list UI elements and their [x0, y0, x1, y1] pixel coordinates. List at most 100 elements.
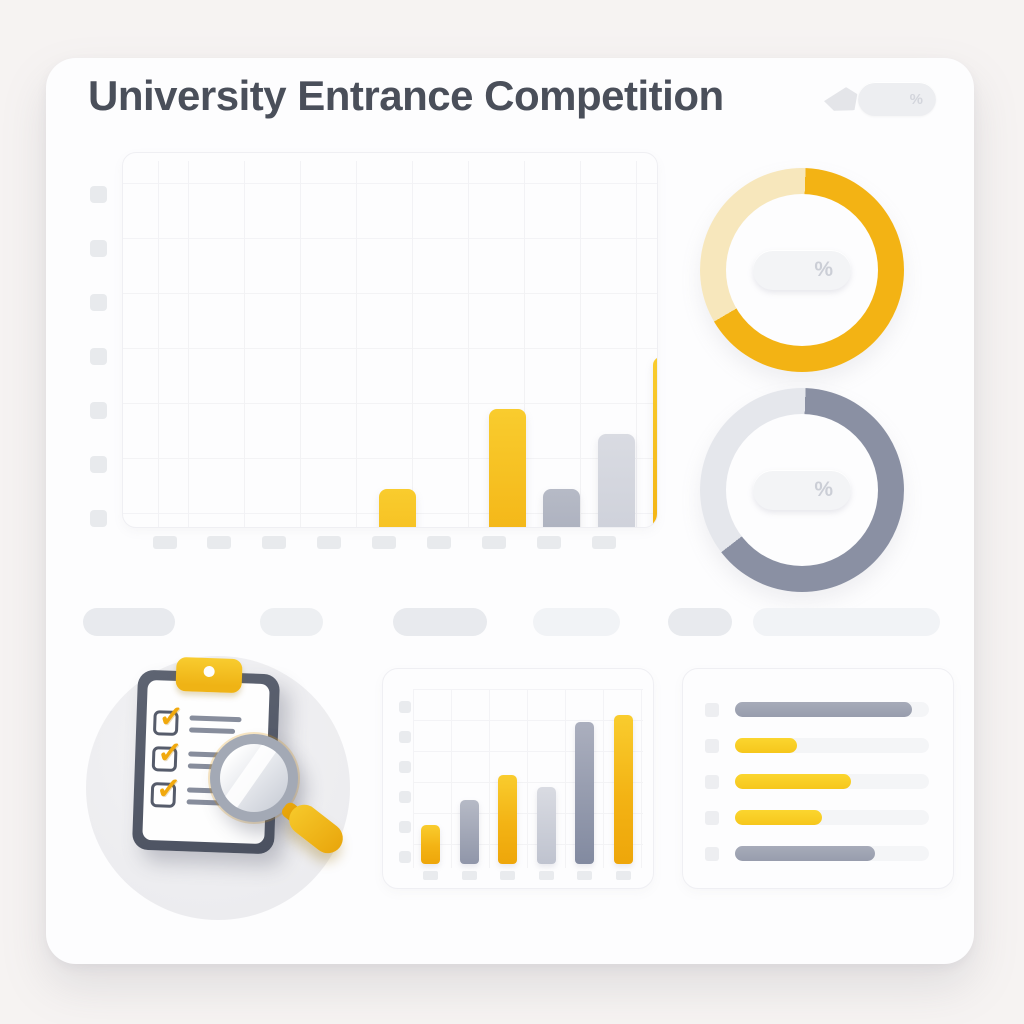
mini-chart-gridlines	[413, 689, 643, 868]
bar	[653, 357, 657, 527]
list-item	[705, 846, 929, 861]
ranking-list-card	[682, 668, 954, 889]
list-bullet	[705, 738, 719, 753]
percent-icon: %	[909, 90, 923, 108]
bar	[421, 825, 440, 864]
y-tick	[399, 761, 411, 773]
main-chart-x-axis-ticks	[146, 536, 622, 549]
y-tick	[399, 821, 411, 833]
checklist-item: ✓	[152, 700, 242, 738]
mini-chart-x-axis-ticks	[421, 871, 633, 880]
donut-center-pill: %	[753, 470, 851, 510]
x-tick	[577, 871, 593, 880]
mini-chart-y-axis-ticks	[399, 701, 411, 863]
x-tick	[423, 871, 438, 880]
percent-icon: %	[814, 478, 833, 501]
list-item	[705, 738, 929, 753]
list-bullet	[705, 810, 719, 825]
y-tick	[90, 510, 107, 527]
x-tick	[536, 536, 561, 549]
x-tick-cell	[475, 536, 512, 549]
text-line	[189, 715, 242, 723]
y-tick	[399, 851, 411, 863]
x-tick-cell	[614, 871, 633, 880]
donut-hole: %	[726, 414, 878, 566]
list-bullet	[705, 702, 719, 717]
bar	[378, 489, 416, 527]
list-bar	[735, 810, 823, 825]
list-item	[705, 702, 929, 717]
placeholder-pill	[753, 608, 940, 636]
y-tick	[90, 348, 107, 365]
list-bar	[735, 774, 852, 789]
x-tick	[500, 871, 516, 880]
list-bar-track	[735, 810, 929, 825]
mini-bar-chart-card	[382, 668, 654, 889]
x-tick-cell	[201, 536, 238, 549]
x-tick	[615, 871, 631, 880]
main-chart-y-axis-ticks	[90, 186, 107, 527]
y-tick	[399, 731, 411, 743]
list-bar	[735, 738, 798, 753]
list-bar	[735, 846, 875, 861]
list-bullet	[705, 846, 719, 861]
checkmark-icon: ✓	[156, 736, 183, 771]
list-bar-track	[735, 846, 929, 861]
x-tick	[372, 536, 396, 549]
y-tick	[399, 791, 411, 803]
checkbox-icon: ✓	[150, 772, 182, 808]
y-tick	[90, 186, 107, 203]
checkmark-icon: ✓	[157, 700, 185, 735]
mini-bar-group	[421, 709, 633, 864]
x-tick	[262, 536, 287, 549]
checkbox-icon: ✓	[152, 700, 184, 737]
bar	[575, 722, 595, 864]
x-tick-cell	[366, 536, 403, 549]
bar	[598, 434, 636, 527]
x-tick	[426, 536, 451, 549]
header-action-button[interactable]: %	[858, 82, 936, 116]
bar	[459, 800, 479, 864]
list-bar-track	[735, 738, 929, 753]
donut-gauge-yellow: %	[700, 168, 904, 372]
checklist-illustration-circle: ✓ ✓ ✓	[86, 656, 350, 920]
donut-gauge-gray: %	[700, 388, 904, 592]
placeholder-pill	[533, 608, 620, 636]
x-tick-cell	[585, 536, 622, 549]
checkmark-icon: ✓	[155, 772, 182, 807]
glass-shine	[220, 744, 279, 812]
donut-hole: %	[726, 194, 878, 346]
y-tick	[90, 456, 107, 473]
y-tick	[90, 402, 107, 419]
x-tick	[317, 536, 342, 549]
percent-icon: %	[814, 258, 833, 281]
x-tick-cell	[537, 871, 556, 880]
x-tick	[207, 536, 232, 549]
placeholder-pill	[260, 608, 323, 636]
x-tick	[461, 871, 477, 880]
magnifier-glass	[220, 744, 288, 812]
x-tick-cell	[530, 536, 567, 549]
list-bar-track	[735, 702, 929, 717]
x-tick-cell	[146, 536, 183, 549]
x-tick-cell	[420, 536, 457, 549]
list-bar	[735, 702, 912, 717]
clipboard-clip	[175, 656, 243, 694]
x-tick-cell	[460, 871, 479, 880]
bar	[536, 787, 556, 864]
x-tick-cell	[498, 871, 517, 880]
x-tick	[152, 536, 177, 549]
bar	[543, 489, 581, 527]
x-tick	[591, 536, 616, 549]
y-tick	[399, 701, 411, 713]
chart-gridlines	[123, 161, 657, 527]
x-tick-cell	[575, 871, 594, 880]
x-tick	[538, 871, 554, 880]
list-bar-track	[735, 774, 929, 789]
list-bullet	[705, 774, 719, 789]
placeholder-pill	[393, 608, 487, 636]
placeholder-pill	[668, 608, 732, 636]
list-item	[705, 774, 929, 789]
y-tick	[90, 240, 107, 257]
